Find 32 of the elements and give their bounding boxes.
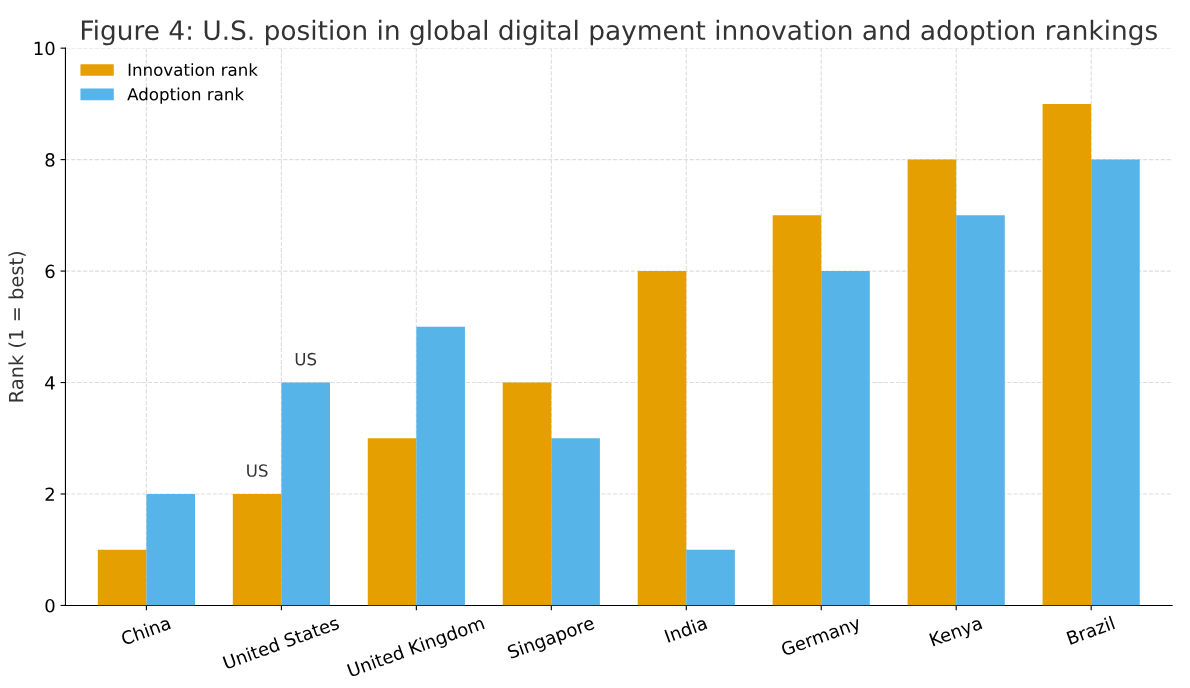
bar	[97, 549, 147, 606]
bar	[232, 493, 282, 606]
x-tick-label: China	[120, 615, 171, 646]
annotation: US	[295, 352, 317, 366]
annotation: US	[247, 464, 268, 477]
x-tick-label: India	[664, 615, 708, 643]
x-tick-label: Kenya	[929, 616, 984, 650]
bar	[907, 159, 957, 606]
bar	[146, 493, 196, 606]
y-tick-label: 2	[45, 487, 54, 501]
bar	[1091, 159, 1140, 606]
y-tick-label: 0	[45, 598, 55, 613]
bar	[821, 271, 870, 606]
bar	[686, 549, 735, 606]
legend-label: Adoption rank	[127, 87, 245, 104]
bar	[956, 215, 1005, 606]
y-tick-label: 10	[34, 41, 55, 56]
bar	[772, 215, 822, 606]
chart-title: Figure 4: U.S. position in global digital payment innovation and adoption rankings	[81, 19, 1157, 46]
bar	[637, 271, 687, 606]
x-tick-label: Brazil	[1066, 615, 1116, 645]
y-tick-label: 6	[45, 264, 55, 279]
legend-label: Innovation rank	[128, 63, 258, 77]
y-axis-title: Rank (1 = best)	[8, 251, 26, 402]
bar	[1042, 103, 1092, 606]
bar	[416, 326, 465, 606]
bar	[281, 382, 330, 606]
bar	[502, 382, 552, 606]
bar	[367, 438, 417, 606]
y-tick-label: 4	[45, 376, 55, 390]
bar	[551, 438, 600, 606]
y-tick-label: 8	[45, 153, 55, 167]
